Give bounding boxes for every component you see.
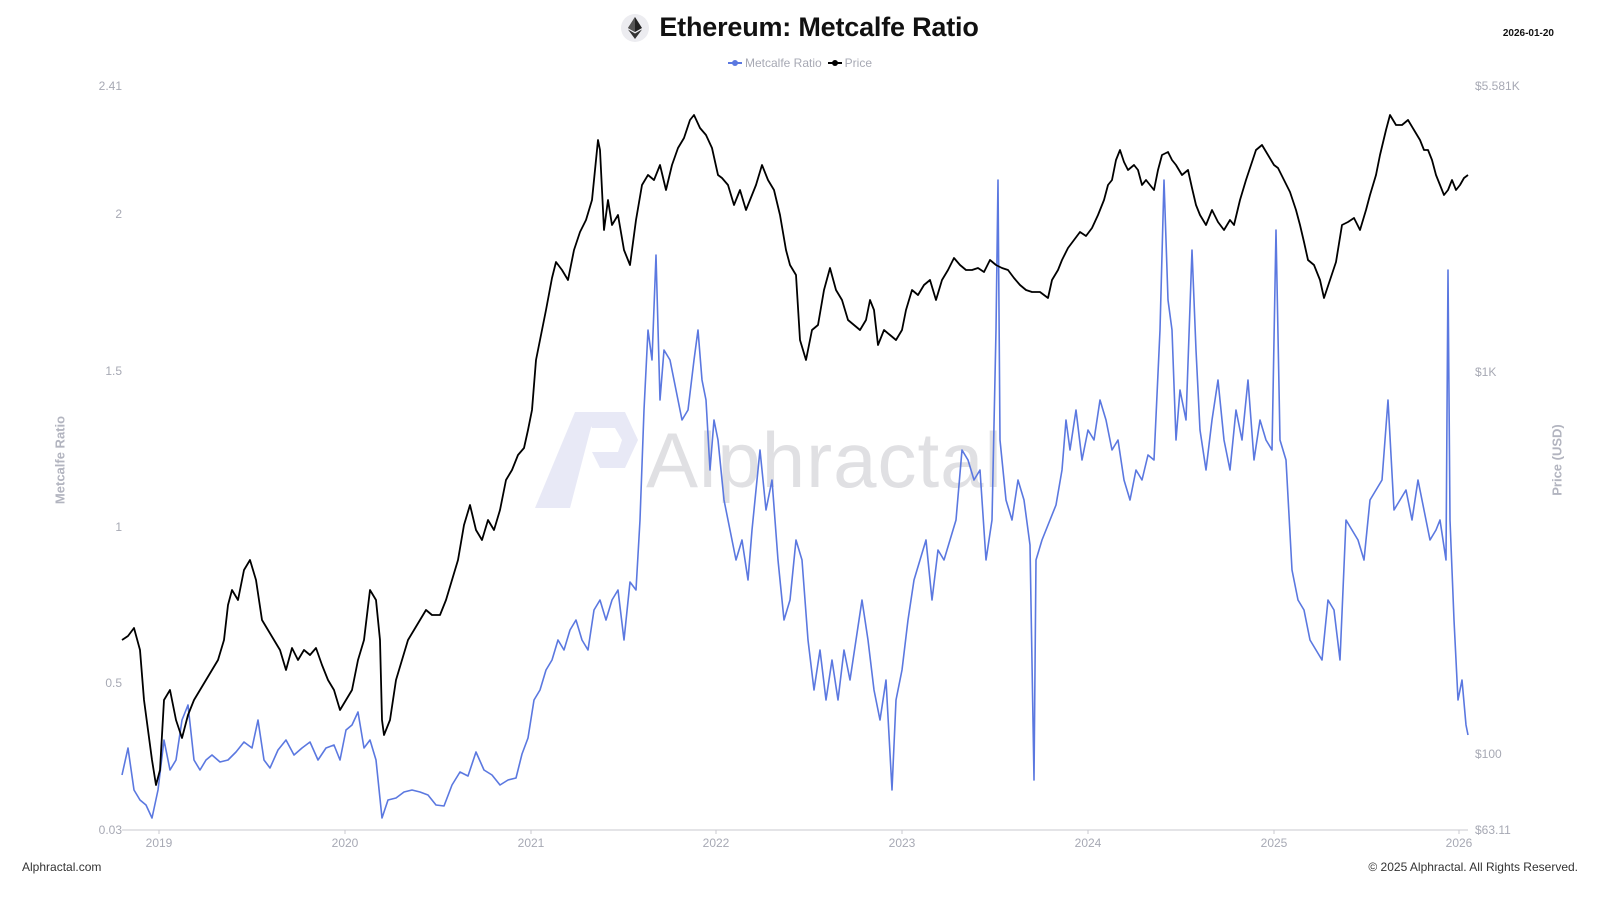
right-axis-tick: $1K: [1475, 365, 1497, 379]
chart-header: Ethereum: Metcalfe Ratio: [0, 12, 1600, 43]
chart-legend: Metcalfe Ratio Price: [0, 56, 1600, 70]
left-axis-tick: 1: [115, 520, 122, 534]
x-axis-tick: 2019: [145, 836, 173, 850]
x-axis-tick: 2024: [1074, 836, 1102, 850]
left-axis-tick: 0.5: [105, 676, 122, 690]
legend-label: Metcalfe Ratio: [744, 56, 822, 70]
left-axis-tick: 2.41: [98, 79, 122, 93]
legend-marker-icon: [827, 60, 842, 66]
ethereum-icon: [621, 13, 650, 42]
chart-title: Ethereum: Metcalfe Ratio: [659, 12, 979, 42]
x-axis-tick: 2020: [331, 836, 359, 850]
legend-item-metcalfe-ratio[interactable]: Metcalfe Ratio: [727, 56, 822, 70]
x-axis-tick: 2026: [1445, 836, 1473, 850]
legend-item-price[interactable]: Price: [827, 56, 873, 70]
left-axis-tick: 0.03: [98, 823, 122, 837]
x-axis-tick: 2021: [517, 836, 545, 850]
x-axis-tick: 2023: [888, 836, 916, 850]
left-axis-tick: 1.5: [105, 364, 122, 378]
left-axis-label: Metcalfe Ratio: [52, 415, 68, 505]
left-axis-tick: 2: [115, 207, 122, 221]
x-axis-tick: 2022: [702, 836, 730, 850]
x-axis-tick: 2025: [1260, 836, 1288, 850]
right-axis-tick: $100: [1475, 747, 1502, 761]
right-axis-label: Price (USD): [1549, 424, 1565, 496]
right-axis-tick: $5.581K: [1475, 79, 1520, 93]
footer-copyright: © 2025 Alphractal. All Rights Reserved.: [1368, 860, 1578, 874]
price-series[interactable]: [121, 114, 1469, 786]
chart-date: 2026-01-20: [1502, 28, 1554, 39]
right-axis-tick: $63.11: [1475, 823, 1511, 837]
footer-site-link[interactable]: Alphractal.com: [22, 860, 102, 874]
x-axis-ticks: [158, 830, 1460, 834]
legend-marker-icon: [727, 60, 742, 66]
legend-label: Price: [844, 56, 873, 70]
metcalfe-ratio-series[interactable]: [121, 179, 1469, 819]
